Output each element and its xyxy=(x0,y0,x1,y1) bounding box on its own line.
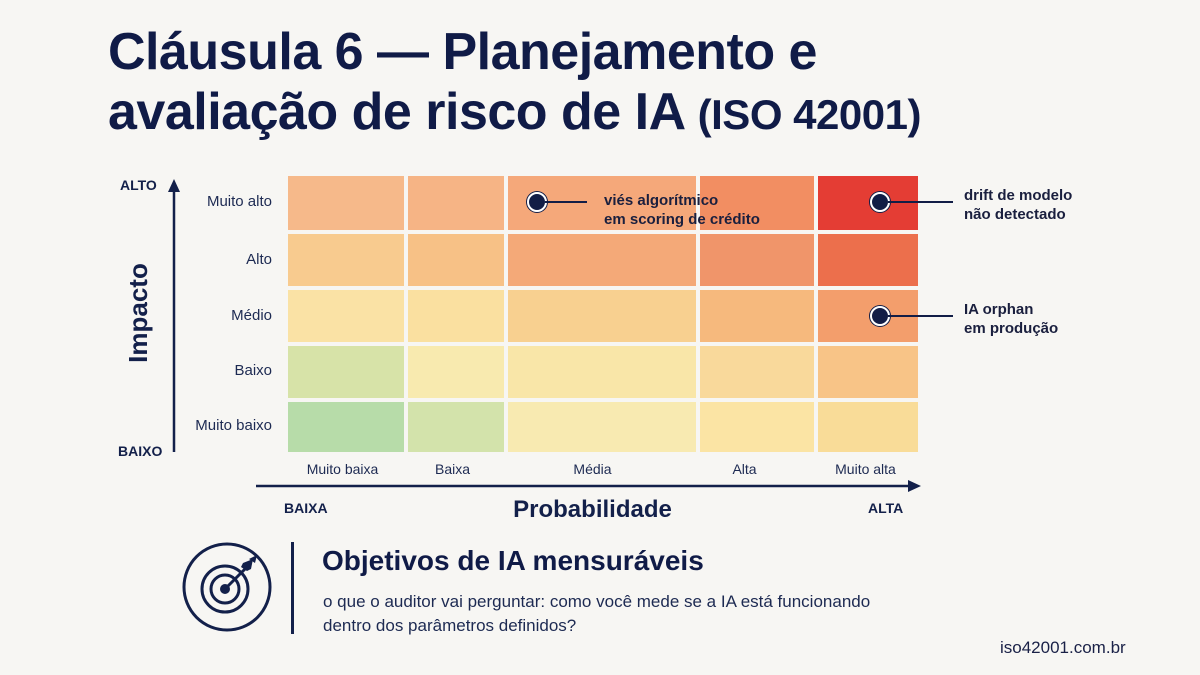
matrix-cell xyxy=(816,174,920,232)
matrix-cell xyxy=(816,344,920,400)
col-label-media: Média xyxy=(573,461,612,477)
row-label-medio: Médio xyxy=(231,307,272,324)
col-label-muito-alta: Muito alta xyxy=(835,461,896,477)
risk-label-orphan: IA orphan em produção xyxy=(964,300,1058,338)
risk-label-drift-line1: drift de modelo xyxy=(964,187,1073,204)
matrix-cell xyxy=(286,400,406,454)
matrix-cell xyxy=(286,174,406,232)
risk-label-orphan-line1: IA orphan xyxy=(964,301,1034,318)
title-line-2: avaliação de risco de IA (ISO 42001) xyxy=(108,82,1108,145)
title-iso: (ISO 42001) xyxy=(697,91,922,138)
matrix-cell xyxy=(506,232,698,288)
matrix-cell xyxy=(506,288,698,344)
risk-marker-vies xyxy=(527,192,547,212)
matrix-cell xyxy=(286,344,406,400)
objectives-heading: Objetivos de IA mensuráveis xyxy=(322,545,704,576)
matrix-cell xyxy=(406,288,506,344)
row-label-muito-alto: Muito alto xyxy=(206,193,272,210)
title-line-1: Cláusula 6 — Planejamento e xyxy=(108,23,817,81)
risk-label-vies-line1: viés algorítmico xyxy=(604,192,719,209)
risk-label-drift-line2: não detectado xyxy=(964,206,1066,223)
matrix-cell xyxy=(406,174,506,232)
x-axis-high-label: ALTA xyxy=(868,500,904,516)
col-label-alta: Alta xyxy=(732,461,757,477)
matrix-cell xyxy=(506,344,698,400)
objectives-text: o que o auditor vai perguntar: como você… xyxy=(323,592,871,635)
y-axis-arrowhead xyxy=(168,179,180,192)
row-label-muito-baixo: Muito baixo xyxy=(195,417,272,434)
matrix-cell xyxy=(698,174,816,232)
risk-marker-drift xyxy=(870,192,890,212)
target-arrow-icon xyxy=(182,542,272,632)
x-axis-title: Probabilidade xyxy=(513,496,672,523)
col-label-baixa: Baixa xyxy=(434,461,471,477)
matrix-cell xyxy=(406,400,506,454)
risk-label-vies: viés algorítmico em scoring de crédito xyxy=(604,191,760,229)
risk-label-vies-line2: em scoring de crédito xyxy=(604,211,760,228)
y-axis-low-label: BAIXO xyxy=(118,443,163,459)
matrix-cell xyxy=(698,288,816,344)
risk-leader-drift xyxy=(888,201,953,203)
title-line-2-main: avaliação de risco de IA xyxy=(108,83,684,141)
x-axis-arrowhead xyxy=(908,480,921,492)
matrix-cell xyxy=(506,400,698,454)
matrix-cell xyxy=(698,232,816,288)
matrix-cell xyxy=(698,400,816,454)
y-axis-high-label: ALTO xyxy=(120,177,157,193)
y-axis-title: Impacto xyxy=(123,263,153,363)
col-label-muito-baixa: Muito baixa xyxy=(306,461,379,477)
matrix-cell xyxy=(816,400,920,454)
risk-marker-orphan xyxy=(870,306,890,326)
matrix-cell xyxy=(816,232,920,288)
risk-leader-vies xyxy=(545,201,587,203)
matrix-cell xyxy=(406,232,506,288)
site-url: iso42001.com.br xyxy=(1000,638,1126,657)
risk-label-drift: drift de modelo não detectado xyxy=(964,186,1072,224)
risk-label-orphan-line2: em produção xyxy=(964,320,1059,337)
row-label-baixo: Baixo xyxy=(234,362,272,379)
matrix-cell xyxy=(286,288,406,344)
row-label-alto: Alto xyxy=(246,251,272,268)
page-title: Cláusula 6 — Planejamento e avaliação de… xyxy=(108,22,1108,145)
risk-leader-orphan xyxy=(888,315,953,317)
matrix-cell xyxy=(406,344,506,400)
risk-matrix-grid xyxy=(286,174,920,454)
x-axis-low-label: BAIXA xyxy=(284,500,328,516)
matrix-cell xyxy=(698,344,816,400)
footer-divider xyxy=(291,542,294,634)
matrix-cell xyxy=(286,232,406,288)
